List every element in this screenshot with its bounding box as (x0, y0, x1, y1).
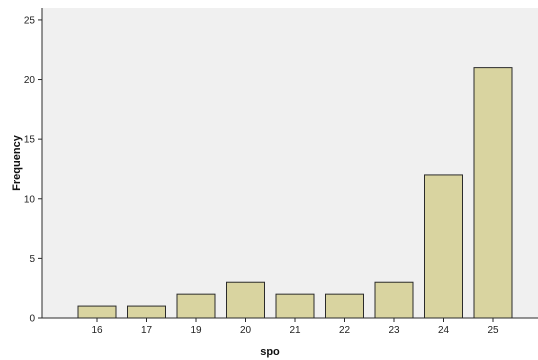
bar-19 (176, 293, 216, 319)
bar-21 (275, 293, 315, 319)
bar-23 (374, 281, 414, 319)
bar-25 (473, 67, 513, 319)
bars (77, 67, 513, 319)
y-axis-ticks: 0 5 10 15 20 25 (24, 15, 42, 325)
y-tick-label: 20 (24, 75, 36, 86)
y-tick-label: 5 (29, 254, 35, 265)
x-tick-label: 25 (487, 325, 499, 336)
x-axis-ticks: 16 17 19 20 21 22 23 24 25 (91, 318, 499, 336)
x-tick-label: 17 (141, 325, 153, 336)
bar-17 (127, 305, 166, 319)
x-tick-label: 23 (388, 325, 400, 336)
y-tick-label: 15 (24, 135, 36, 146)
bar-16 (77, 305, 117, 319)
y-tick-label: 25 (24, 15, 36, 26)
x-tick-label: 20 (240, 325, 252, 336)
y-tick-label: 10 (24, 194, 36, 205)
bar-24 (424, 174, 463, 319)
x-tick-label: 16 (91, 325, 103, 336)
x-tick-label: 24 (438, 325, 450, 336)
bar-22 (325, 293, 364, 319)
x-tick-label: 21 (289, 325, 301, 336)
x-tick-label: 22 (339, 325, 351, 336)
y-axis-label: Frequency (11, 134, 23, 191)
plot-area (42, 8, 538, 318)
x-tick-label: 19 (190, 325, 202, 336)
x-axis-label: spo (260, 346, 280, 358)
y-tick-label: 0 (29, 314, 35, 325)
bar-20 (226, 281, 265, 319)
